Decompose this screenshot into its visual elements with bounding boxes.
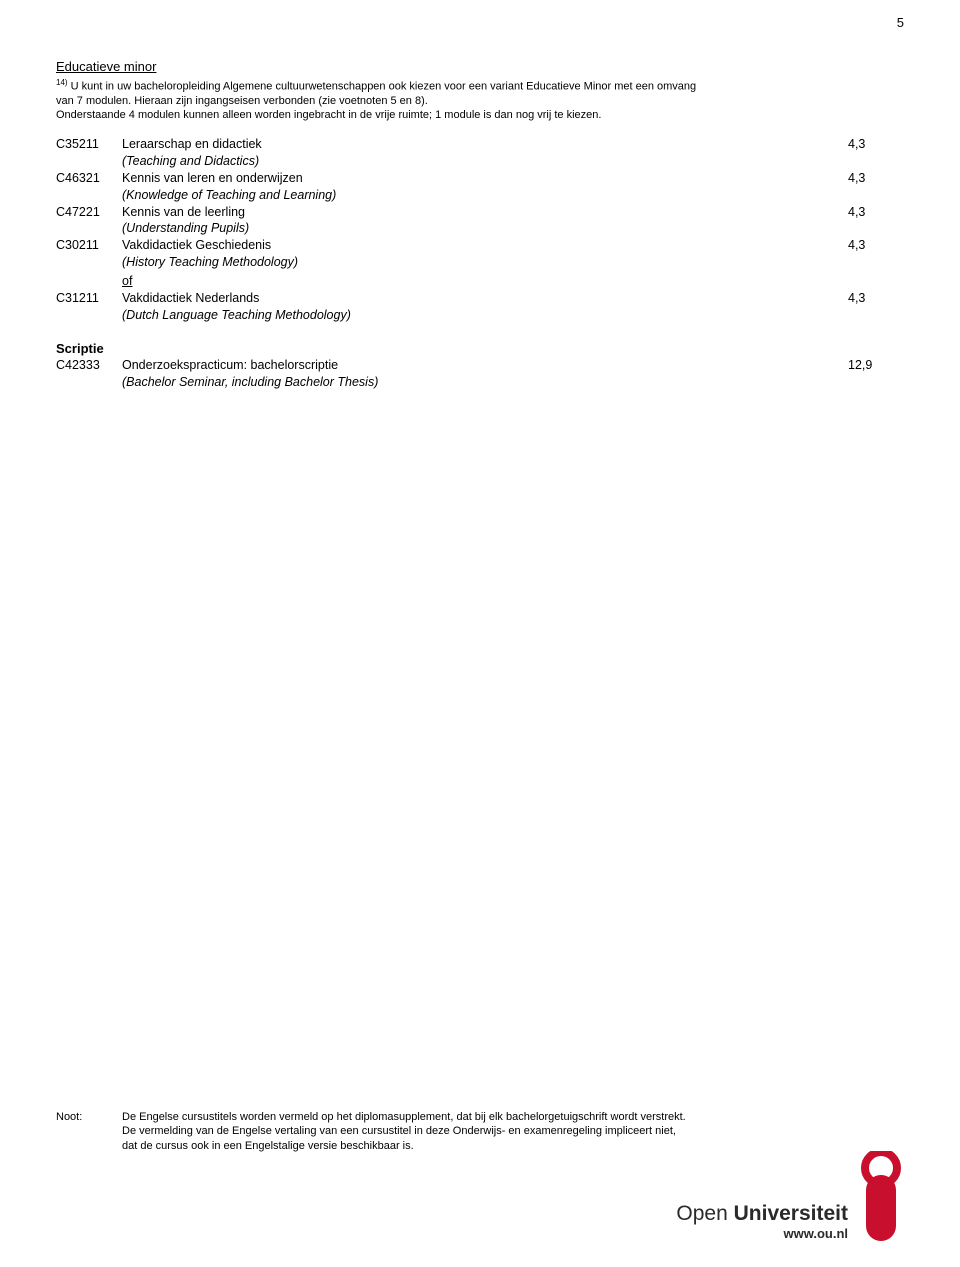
course-title: Leraarschap en didactiek xyxy=(122,136,848,153)
footer-note-label: Noot: xyxy=(56,1110,122,1153)
course-title: Kennis van leren en onderwijzen xyxy=(122,170,848,187)
course-row: C35211 Leraarschap en didactiek (Teachin… xyxy=(56,136,904,170)
course-row: C30211 Vakdidactiek Geschiedenis (Histor… xyxy=(56,237,904,290)
section-title-educatieve-minor: Educatieve minor xyxy=(56,58,904,76)
logo-url: www.ou.nl xyxy=(676,1227,848,1241)
alternative-or-label: of xyxy=(122,273,132,290)
page-number: 5 xyxy=(897,14,904,32)
course-code: C42333 xyxy=(56,357,122,374)
course-ects: 4,3 xyxy=(848,290,904,307)
logo-name: Open Universiteit xyxy=(676,1202,848,1225)
course-title: Vakdidactiek Nederlands xyxy=(122,290,848,307)
course-code: C47221 xyxy=(56,204,122,221)
course-code: C30211 xyxy=(56,237,122,254)
course-subtitle: (Teaching and Didactics) xyxy=(122,153,848,170)
logo-word-open: Open xyxy=(676,1202,733,1225)
course-row: C31211 Vakdidactiek Nederlands (Dutch La… xyxy=(56,290,904,324)
course-title: Onderzoekspracticum: bachelorscriptie xyxy=(122,357,848,374)
intro-line-1: U kunt in uw bacheloropleiding Algemene … xyxy=(68,80,697,92)
course-ects: 12,9 xyxy=(848,357,904,374)
course-code: C35211 xyxy=(56,136,122,153)
logo-open-universiteit: Open Universiteit www.ou.nl xyxy=(676,1151,904,1241)
course-code: C46321 xyxy=(56,170,122,187)
footnote-ref-14: 14) xyxy=(56,78,68,87)
course-ects: 4,3 xyxy=(848,136,904,153)
footer-note: Noot: De Engelse cursustitels worden ver… xyxy=(56,1110,776,1153)
course-list-minor: C35211 Leraarschap en didactiek (Teachin… xyxy=(56,136,904,324)
course-row: C46321 Kennis van leren en onderwijzen (… xyxy=(56,170,904,204)
course-code: C31211 xyxy=(56,290,122,307)
course-list-scriptie: C42333 Onderzoekspracticum: bachelorscri… xyxy=(56,357,904,391)
footer-note-body: De Engelse cursustitels worden vermeld o… xyxy=(122,1110,776,1153)
course-row: C47221 Kennis van de leerling (Understan… xyxy=(56,204,904,238)
section-title-scriptie: Scriptie xyxy=(56,340,904,358)
footer-line-1: De Engelse cursustitels worden vermeld o… xyxy=(122,1111,686,1123)
footer-line-3: dat de cursus ook in een Engelstalige ve… xyxy=(122,1140,414,1152)
course-subtitle: (Understanding Pupils) xyxy=(122,220,848,237)
intro-paragraph: 14) U kunt in uw bacheloropleiding Algem… xyxy=(56,78,904,123)
footer-line-2: De vermelding van de Engelse vertaling v… xyxy=(122,1125,676,1137)
intro-line-3: Onderstaande 4 modulen kunnen alleen wor… xyxy=(56,109,601,121)
course-subtitle: (Knowledge of Teaching and Learning) xyxy=(122,187,848,204)
logo-word-universiteit: Universiteit xyxy=(734,1202,848,1225)
course-ects: 4,3 xyxy=(848,170,904,187)
course-ects: 4,3 xyxy=(848,237,904,254)
logo-mark-icon xyxy=(858,1151,904,1241)
course-title: Kennis van de leerling xyxy=(122,204,848,221)
course-row: C42333 Onderzoekspracticum: bachelorscri… xyxy=(56,357,904,391)
course-ects: 4,3 xyxy=(848,204,904,221)
course-title: Vakdidactiek Geschiedenis xyxy=(122,237,848,254)
course-subtitle: (Dutch Language Teaching Methodology) xyxy=(122,307,848,324)
course-subtitle: (History Teaching Methodology) xyxy=(122,254,848,271)
course-subtitle: (Bachelor Seminar, including Bachelor Th… xyxy=(122,374,848,391)
intro-line-2: van 7 modulen. Hieraan zijn ingangseisen… xyxy=(56,95,428,107)
